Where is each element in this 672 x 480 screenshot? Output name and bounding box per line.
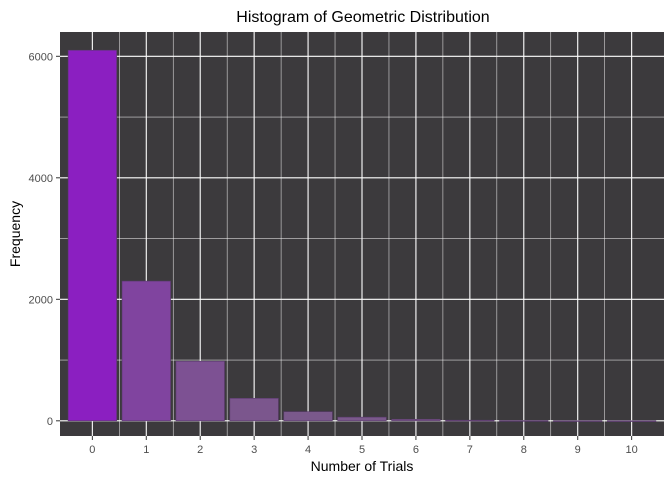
chart-title: Histogram of Geometric Distribution — [236, 9, 489, 26]
bar-2 — [175, 360, 225, 422]
x-tick-label: 6 — [413, 444, 419, 456]
x-tick-label: 8 — [521, 444, 527, 456]
bar-1 — [121, 280, 171, 422]
x-axis-title: Number of Trials — [311, 458, 414, 474]
bar-3 — [229, 398, 279, 422]
y-tick-label: 4000 — [29, 173, 53, 185]
bar-0 — [67, 49, 117, 422]
y-tick-label: 2000 — [29, 294, 53, 306]
bar-8 — [499, 420, 549, 422]
bar-9 — [553, 420, 603, 422]
x-axis-ticks: 0 1 2 3 4 5 6 7 8 9 10 — [89, 436, 638, 456]
bar-10 — [607, 420, 657, 422]
x-tick-label: 5 — [359, 444, 365, 456]
y-axis-title: Frequency — [7, 201, 23, 267]
y-axis-ticks: 0 2000 4000 6000 — [29, 51, 60, 428]
x-tick-label: 4 — [305, 444, 311, 456]
x-tick-label: 2 — [197, 444, 203, 456]
x-tick-label: 1 — [143, 444, 149, 456]
bar-5 — [337, 416, 387, 422]
y-tick-label: 0 — [47, 416, 53, 428]
x-tick-label: 10 — [626, 444, 638, 456]
bars-group — [67, 49, 657, 422]
bar-4 — [283, 411, 333, 422]
x-tick-label: 0 — [89, 444, 95, 456]
x-tick-label: 7 — [467, 444, 473, 456]
y-tick-label: 6000 — [29, 51, 53, 63]
bar-6 — [391, 418, 441, 422]
bar-7 — [445, 419, 495, 422]
x-tick-label: 3 — [251, 444, 257, 456]
x-tick-label: 9 — [575, 444, 581, 456]
